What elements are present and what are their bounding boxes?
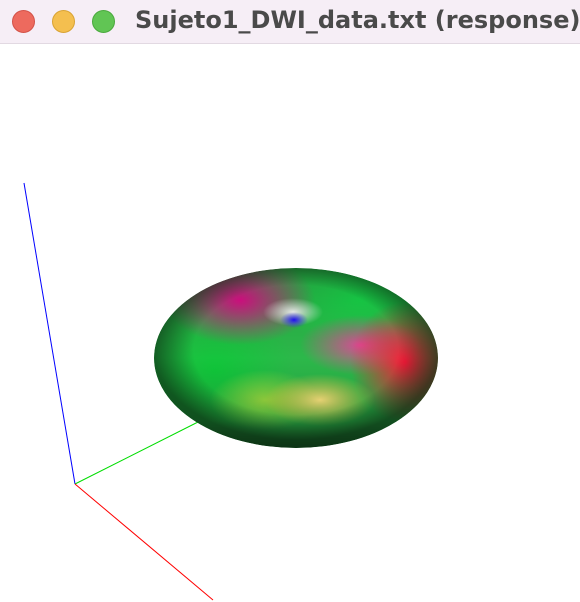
3d-scene[interactable] — [0, 45, 580, 602]
title-bar[interactable]: Sujeto1_DWI_data.txt (response) — [0, 0, 580, 44]
response-glyph[interactable] — [154, 268, 438, 448]
window-title: Sujeto1_DWI_data.txt (response) — [135, 6, 580, 34]
axis-y — [74, 420, 201, 485]
minimize-icon[interactable] — [52, 10, 75, 33]
maximize-icon[interactable] — [92, 10, 115, 33]
axis-x — [74, 483, 214, 601]
close-icon[interactable] — [12, 10, 35, 33]
render-viewport[interactable] — [0, 45, 580, 602]
axis-z — [23, 182, 76, 485]
